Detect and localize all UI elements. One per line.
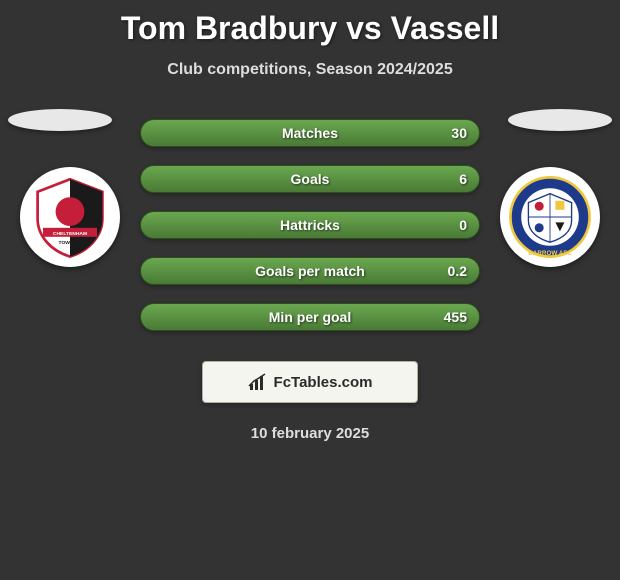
- stat-value: 455: [444, 309, 467, 325]
- content-area: CHELTENHAM TOWN FC BARROW AFC Matches 30: [0, 119, 620, 442]
- stat-label: Hattricks: [280, 217, 340, 233]
- stat-row: Matches 30: [140, 119, 480, 147]
- right-ellipse: [508, 109, 612, 131]
- left-ellipse: [8, 109, 112, 131]
- date-text: 10 february 2025: [0, 425, 620, 442]
- svg-text:TOWN FC: TOWN FC: [59, 240, 82, 246]
- stat-row: Min per goal 455: [140, 303, 480, 331]
- right-team-badge: BARROW AFC: [500, 167, 600, 267]
- stat-label: Goals: [291, 171, 330, 187]
- stat-value: 30: [451, 125, 467, 141]
- fctables-text: FcTables.com: [274, 374, 373, 391]
- stat-value: 0: [459, 217, 467, 233]
- page-title: Tom Bradbury vs Vassell: [0, 0, 620, 47]
- stat-row: Goals 6: [140, 165, 480, 193]
- stat-label: Matches: [282, 125, 338, 141]
- bar-chart-icon: [248, 372, 268, 392]
- svg-text:BARROW AFC: BARROW AFC: [528, 250, 572, 257]
- stat-rows: Matches 30 Goals 6 Hattricks 0 Goals per…: [140, 119, 480, 331]
- page-subtitle: Club competitions, Season 2024/2025: [0, 61, 620, 79]
- stat-row: Hattricks 0: [140, 211, 480, 239]
- left-team-badge: CHELTENHAM TOWN FC: [20, 167, 120, 267]
- fctables-brand-box[interactable]: FcTables.com: [202, 361, 418, 403]
- stat-row: Goals per match 0.2: [140, 257, 480, 285]
- stat-label: Min per goal: [269, 309, 351, 325]
- svg-text:CHELTENHAM: CHELTENHAM: [53, 231, 87, 237]
- stat-value: 0.2: [448, 263, 467, 279]
- stat-label: Goals per match: [255, 263, 365, 279]
- stat-value: 6: [459, 171, 467, 187]
